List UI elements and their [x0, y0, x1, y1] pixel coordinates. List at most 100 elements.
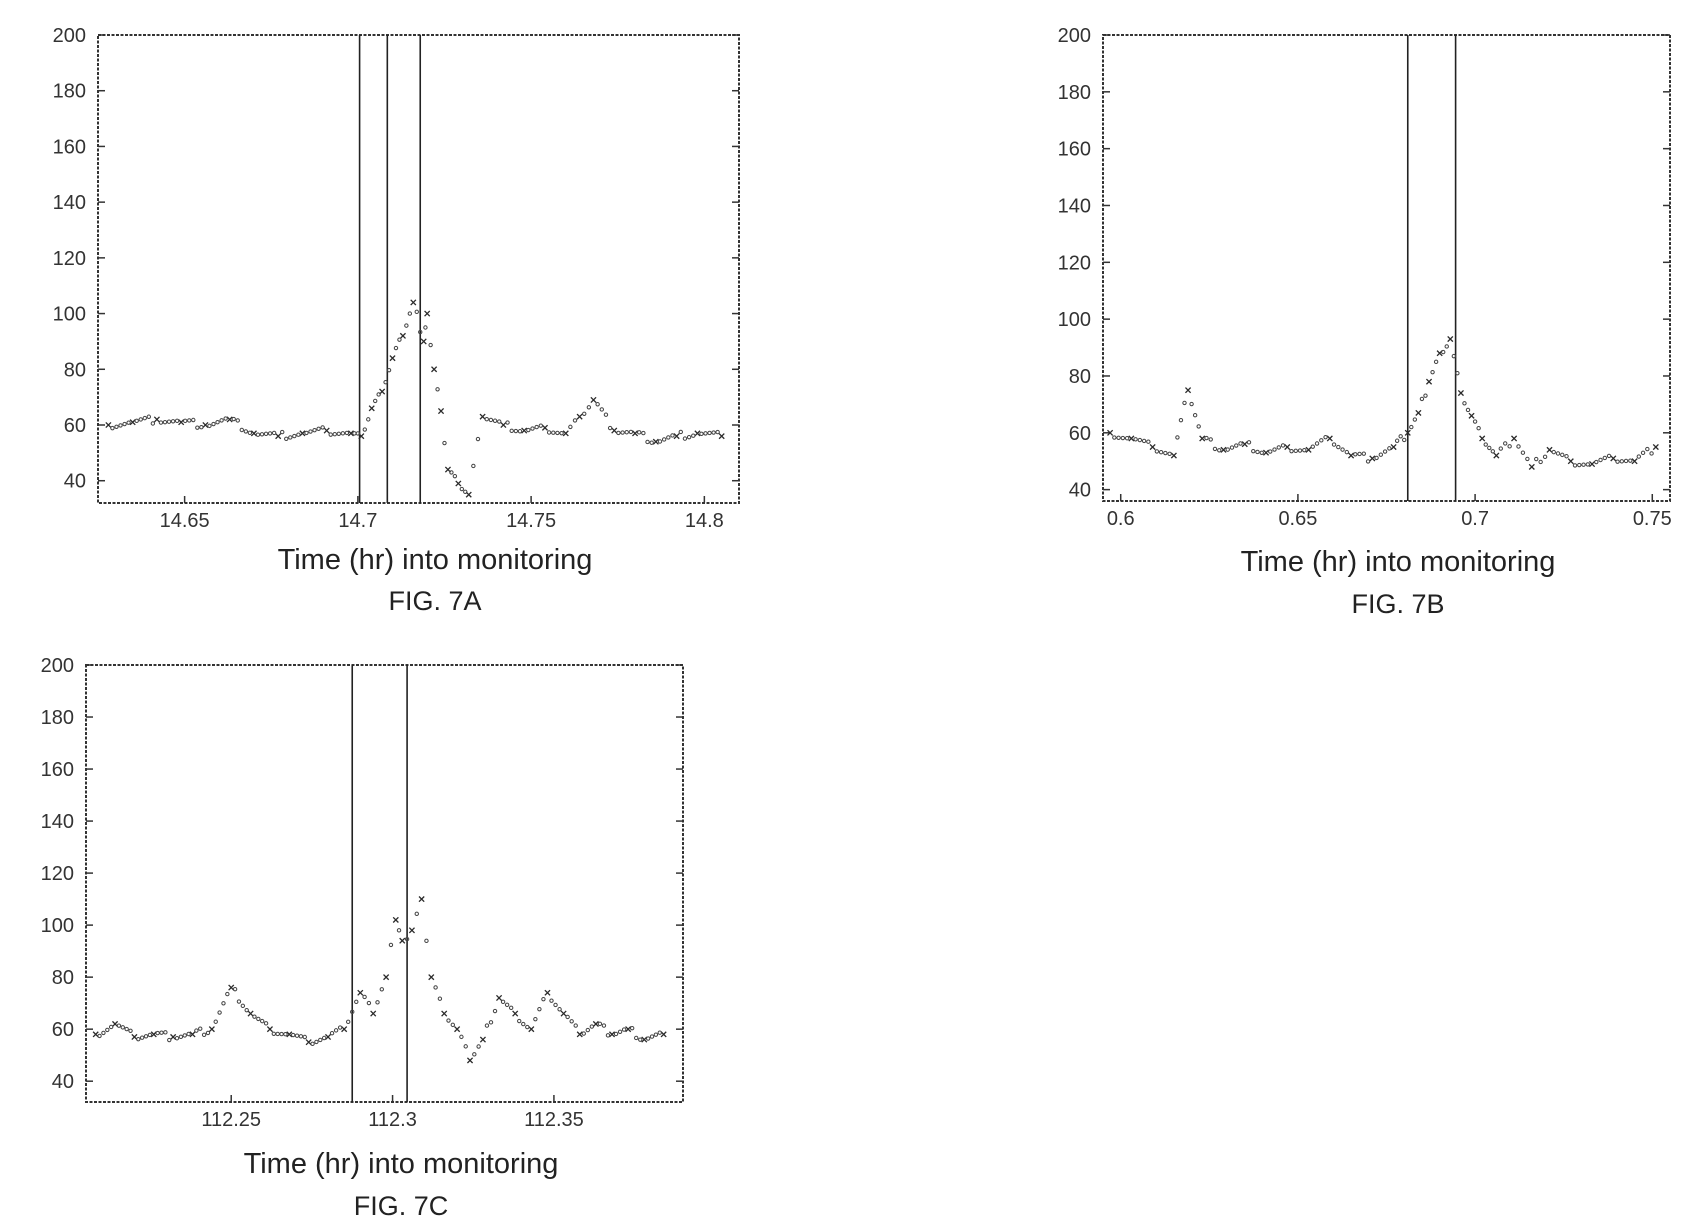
- trace-dot: [1192, 413, 1198, 418]
- figure-7b: 40 60 80 100 120 140 160 180 200 0.6 0.65 0.7 0.75 T…: [1058, 25, 1672, 619]
- data-point: [286, 1031, 293, 1038]
- trace-dot: [1636, 454, 1642, 459]
- trace-dot: [332, 432, 337, 437]
- trace-dot: [471, 463, 476, 469]
- trace-dot: [557, 1007, 562, 1012]
- trace-dot: [1293, 448, 1298, 454]
- trace-dot: [1387, 446, 1392, 451]
- trace-dot: [1542, 454, 1548, 460]
- trace-dot: [101, 1030, 106, 1036]
- trace-dot: [143, 1034, 149, 1039]
- trace-dot: [1451, 353, 1457, 359]
- y-tick-label-180: 180: [41, 707, 74, 729]
- data-point: [105, 421, 112, 429]
- trace-dot: [336, 431, 342, 436]
- trace-dot: [372, 398, 378, 404]
- data-point: [1220, 446, 1227, 453]
- data-point: [1468, 412, 1475, 419]
- trace-dot: [1560, 452, 1565, 458]
- data-point: [129, 419, 136, 426]
- trace-dot: [376, 392, 381, 397]
- data-point: [420, 338, 427, 345]
- data-point: [608, 1031, 616, 1038]
- trace-dot: [517, 429, 523, 434]
- trace-dot: [553, 1002, 558, 1008]
- trace-dot: [509, 428, 514, 434]
- trace-dot: [122, 421, 127, 427]
- trace-dot: [191, 417, 196, 423]
- data-point: [1511, 435, 1518, 442]
- trace-dot: [1208, 437, 1213, 442]
- trace-dot: [492, 1008, 498, 1014]
- trace-dot: [352, 431, 357, 436]
- trace-dot: [199, 425, 204, 430]
- data-point: [189, 1031, 196, 1038]
- trace-dot: [1441, 349, 1446, 355]
- data-point: [1184, 387, 1192, 394]
- trace-dot: [1255, 449, 1260, 455]
- data-point: [399, 937, 406, 944]
- data-point: [562, 430, 569, 437]
- trace-dot: [1520, 450, 1526, 455]
- trace-dot: [350, 1009, 355, 1015]
- trace-dot: [1472, 419, 1478, 424]
- trace-dot: [1204, 435, 1209, 441]
- data-point: [1404, 429, 1411, 436]
- data-point: [275, 433, 282, 440]
- trace-dot: [1344, 449, 1350, 455]
- trace-dot: [525, 1024, 530, 1030]
- trace-dot: [386, 367, 392, 373]
- trace-dot: [362, 427, 367, 432]
- trace-dot: [1251, 448, 1256, 454]
- y-tick-label-60: 60: [1069, 423, 1091, 445]
- trace-dot: [670, 433, 675, 438]
- trace-dot: [397, 337, 402, 342]
- trace-dot: [302, 1034, 307, 1040]
- trace-dot: [393, 345, 399, 351]
- trace-dot: [162, 419, 168, 425]
- data-point: [410, 299, 417, 306]
- trace-dot: [255, 432, 261, 437]
- trace-dot: [1246, 440, 1252, 445]
- data-point: [1241, 441, 1248, 448]
- trace-dot: [1268, 449, 1273, 454]
- trace-dot: [213, 1019, 218, 1024]
- data-point: [1305, 446, 1312, 453]
- trace-dot: [194, 1028, 199, 1033]
- trace-dot: [1551, 449, 1556, 455]
- x-tick-label-0: 0.6: [1107, 508, 1135, 530]
- trace-dot: [1602, 455, 1607, 461]
- trace-dot: [136, 1036, 141, 1042]
- trace-dot: [521, 1021, 526, 1027]
- data-point: [1149, 443, 1156, 451]
- y-tick-label-120: 120: [1058, 252, 1091, 274]
- trace-dot: [505, 420, 510, 425]
- trace-dot: [284, 436, 289, 442]
- trace-dot: [1374, 455, 1379, 461]
- trace-dot: [366, 1000, 372, 1006]
- trace-dot: [219, 418, 224, 423]
- trace-dot: [159, 1030, 164, 1035]
- data-point: [1262, 449, 1270, 456]
- trace-dot: [1146, 439, 1151, 444]
- trace-dot: [449, 470, 454, 475]
- trace-dot: [634, 1035, 639, 1041]
- trace-dot: [1490, 449, 1496, 454]
- data-point: [1652, 443, 1659, 451]
- trace-dot: [166, 419, 172, 424]
- trace-dot: [1538, 459, 1543, 465]
- trace-dot: [1564, 454, 1569, 459]
- trace-dot: [150, 421, 156, 426]
- trace-dot: [699, 431, 704, 437]
- trace-dot: [605, 1033, 611, 1038]
- trace-dot: [198, 1026, 203, 1031]
- trace-dot: [534, 424, 539, 430]
- trace-dot: [497, 419, 502, 424]
- trace-dot: [595, 402, 600, 407]
- trace-dot: [1141, 438, 1147, 444]
- trace-dot: [271, 1031, 277, 1037]
- y-tick-label-160: 160: [1058, 139, 1091, 161]
- y-tick-label-180: 180: [1058, 82, 1091, 104]
- trace-dot: [1487, 445, 1492, 451]
- trace-dot: [1444, 344, 1449, 349]
